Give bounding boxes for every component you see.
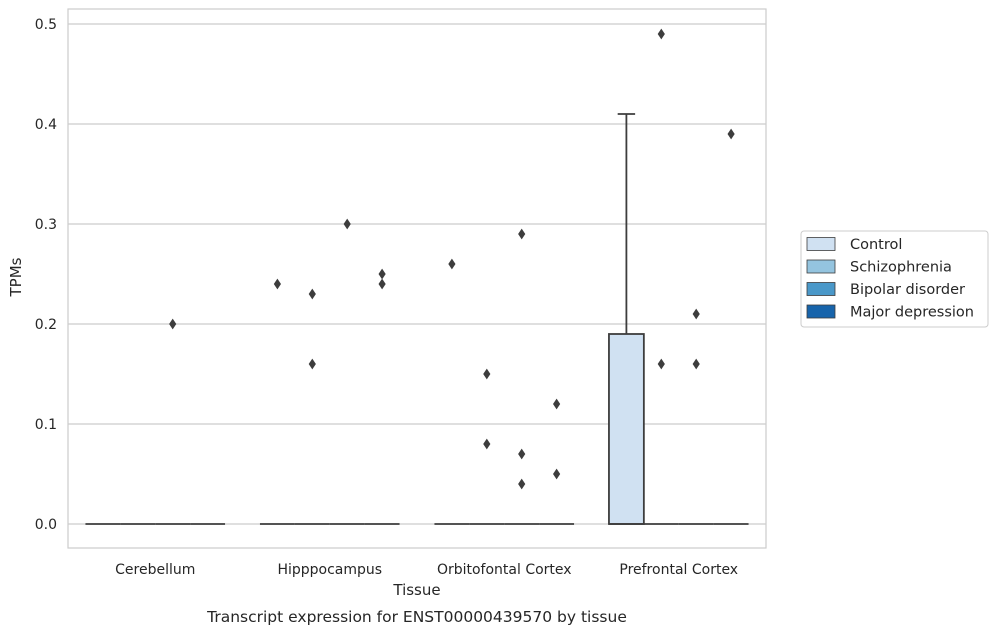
chart-caption: Transcript expression for ENST0000043957… xyxy=(206,608,627,626)
box-layer xyxy=(85,113,749,525)
legend-swatch xyxy=(806,259,836,274)
outlier-point xyxy=(343,218,351,230)
legend-swatch xyxy=(806,237,836,251)
x-tick-label: Orbitofontal Cortex xyxy=(437,562,572,578)
outlier-point xyxy=(483,368,491,380)
legend-label: Major depression xyxy=(850,305,974,321)
outlier-point xyxy=(692,308,700,320)
y-tick-label: 0.3 xyxy=(35,217,57,233)
outlier-point xyxy=(518,448,526,460)
x-tick-label: Hipppocampus xyxy=(277,562,382,578)
plot-frame xyxy=(67,8,767,549)
outlier-point xyxy=(308,288,316,300)
outlier-point xyxy=(448,258,456,270)
box-body xyxy=(608,333,645,525)
x-tick-labels: Cerebellum Hipppocampus Orbitofontal Corte… xyxy=(115,562,738,578)
outlier-point xyxy=(657,358,665,370)
x-axis-title: Tissue xyxy=(392,581,440,599)
outlier-point xyxy=(378,268,386,280)
outlier-point xyxy=(378,278,386,290)
legend-label: Control xyxy=(850,237,902,253)
outlier-point xyxy=(483,438,491,450)
outlier-point xyxy=(308,358,316,370)
outlier-point xyxy=(518,228,526,240)
box-control xyxy=(608,113,645,525)
outlier-point xyxy=(553,468,561,480)
outlier-layer xyxy=(169,28,735,490)
y-tick-label: 0.5 xyxy=(35,17,57,33)
y-tick-label: 0.4 xyxy=(35,117,57,133)
legend-label: Schizophrenia xyxy=(850,260,952,276)
legend-frame xyxy=(800,230,989,328)
x-tick-label: Prefrontal Cortex xyxy=(619,562,738,578)
outlier-point xyxy=(169,318,177,330)
y-tick-label: 0.0 xyxy=(35,517,57,533)
y-tick-labels: 0.0 0.1 0.2 0.3 0.4 0.5 xyxy=(35,17,57,533)
y-axis-title: TPMs xyxy=(7,257,25,297)
legend-swatch xyxy=(806,304,836,319)
outlier-point xyxy=(727,128,735,140)
grid-layer xyxy=(68,23,766,525)
legend: Control Schizophrenia Bipolar disorder Majo… xyxy=(800,230,989,328)
y-tick-label: 0.1 xyxy=(35,417,57,433)
y-tick-label: 0.2 xyxy=(35,317,57,333)
legend-swatch xyxy=(806,282,836,296)
outlier-point xyxy=(692,358,700,370)
outlier-point xyxy=(553,398,561,410)
outlier-point xyxy=(657,28,665,40)
x-tick-label: Cerebellum xyxy=(115,562,195,578)
outlier-point xyxy=(518,478,526,490)
outlier-point xyxy=(273,278,281,290)
legend-label: Bipolar disorder xyxy=(850,282,965,298)
